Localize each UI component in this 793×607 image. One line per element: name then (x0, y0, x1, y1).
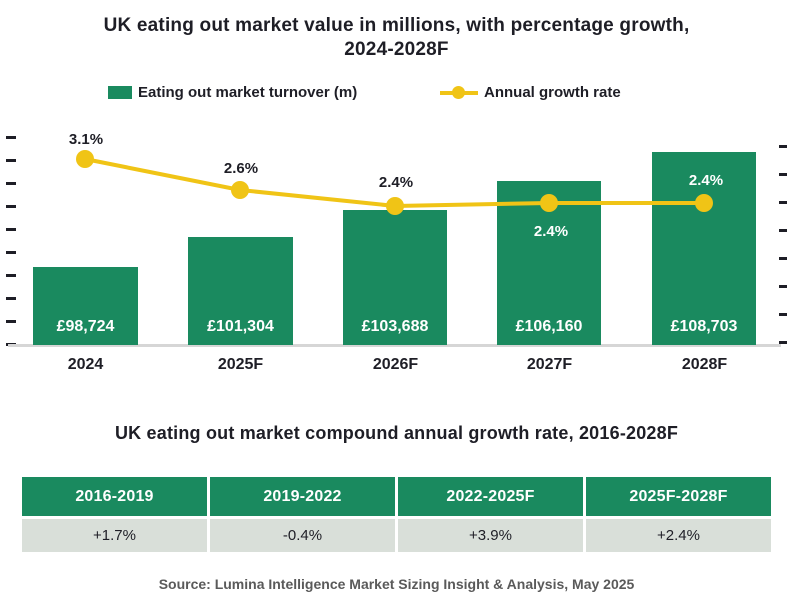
cagr-header-cell: 2019-2022 (210, 477, 395, 516)
bar-2026f: £103,688 (343, 210, 447, 345)
bar-value-label: £108,703 (670, 318, 738, 335)
cagr-value-cell: +1.7% (22, 519, 207, 552)
bar-2024: £98,724 (33, 267, 138, 345)
bar-2027f: £106,160 (497, 181, 601, 345)
legend-label-growth: Annual growth rate (484, 83, 621, 101)
x-axis-label-2024: 2024 (67, 356, 104, 373)
growth-label-2028f: 2.4% (688, 172, 724, 189)
x-axis-label-2027f: 2027F (526, 356, 573, 373)
cagr-value-cell: +3.9% (398, 519, 583, 552)
legend-item-turnover: Eating out market turnover (m) (108, 83, 358, 101)
growth-label-2026f: 2.4% (378, 174, 414, 191)
x-axis-label-2028f: 2028F (681, 356, 728, 373)
cagr-value-cell: -0.4% (210, 519, 395, 552)
bar-value-label: £101,304 (207, 318, 274, 335)
x-axis-label-2025f: 2025F (217, 356, 264, 373)
x-axis-line (8, 344, 781, 347)
cagr-header-cell: 2025F-2028F (586, 477, 771, 516)
bar-swatch-icon (108, 85, 132, 99)
cagr-header-cell: 2022-2025F (398, 477, 583, 516)
bar-value-label: £106,160 (515, 318, 583, 335)
bar-2025f: £101,304 (188, 237, 293, 345)
y-axis-ticks-left (6, 136, 16, 346)
bar-value-label: £103,688 (361, 318, 429, 335)
y-axis-ticks-right (779, 145, 787, 344)
chart-title: UK eating out market value in millions, … (0, 14, 793, 62)
source-note: Source: Lumina Intelligence Market Sizin… (158, 576, 635, 592)
x-axis-label-2026f: 2026F (372, 356, 419, 373)
growth-label-2027f: 2.4% (533, 223, 569, 240)
cagr-header-cell: 2016-2019 (22, 477, 207, 516)
cagr-section-title: UK eating out market compound annual gro… (114, 423, 679, 443)
cagr-table-header-row: 2016-2019 2019-2022 2022-2025F 2025F-202… (22, 477, 771, 516)
bar-value-label: £98,724 (56, 318, 115, 335)
growth-label-2024: 3.1% (68, 131, 104, 148)
chart-title-line1: UK eating out market value in millions, … (103, 15, 690, 36)
cagr-table: 2016-2019 2019-2022 2022-2025F 2025F-202… (22, 477, 771, 552)
growth-label-2025f: 2.6% (223, 160, 259, 177)
line-marker-icon (440, 85, 478, 99)
legend-item-growth: Annual growth rate (440, 83, 621, 101)
chart-title-line2: 2024-2028F (344, 39, 449, 60)
legend-label-turnover: Eating out market turnover (m) (138, 83, 358, 101)
cagr-value-cell: +2.4% (586, 519, 771, 552)
cagr-table-value-row: +1.7% -0.4% +3.9% +2.4% (22, 519, 771, 552)
